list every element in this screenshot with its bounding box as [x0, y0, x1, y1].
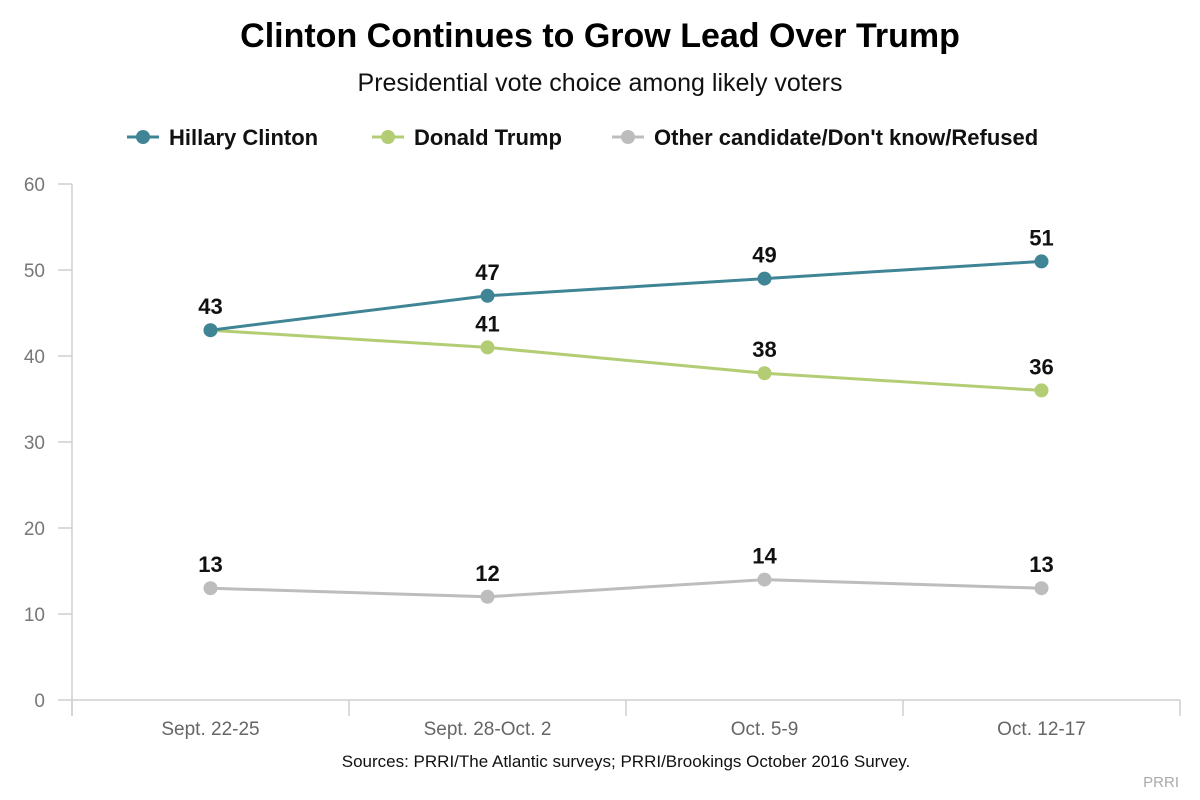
data-point: [1034, 254, 1049, 269]
legend-swatch-marker: [621, 130, 635, 144]
series-1: [203, 323, 1049, 398]
y-tick-label: 60: [24, 175, 45, 196]
data-label: 13: [198, 552, 222, 577]
legend-label: Hillary Clinton: [169, 125, 318, 150]
data-label: 12: [475, 561, 499, 586]
data-point: [203, 323, 218, 338]
y-tick-label: 20: [24, 519, 45, 540]
data-point: [757, 366, 772, 381]
series-layer: [203, 254, 1049, 604]
chart-subtitle: Presidential vote choice among likely vo…: [358, 69, 843, 97]
x-tick-label: Sept. 28-Oct. 2: [424, 719, 552, 740]
legend-swatch-marker: [136, 130, 150, 144]
data-label: 38: [752, 337, 776, 362]
legend-item: Other candidate/Don't know/Refused: [612, 125, 1038, 150]
y-tick-label: 50: [24, 261, 45, 282]
data-label: 41: [475, 311, 499, 336]
series-0: [203, 254, 1049, 338]
data-label: 51: [1029, 225, 1053, 250]
legend-swatch-marker: [381, 130, 395, 144]
data-label: 49: [752, 243, 776, 268]
x-tick-label: Oct. 5-9: [731, 719, 799, 740]
series-line: [210, 259, 1042, 332]
y-tick-label: 0: [34, 691, 45, 712]
y-tick-label: 10: [24, 605, 45, 626]
source-note: Sources: PRRI/The Atlantic surveys; PRRI…: [342, 752, 910, 771]
data-point: [480, 288, 495, 303]
data-point: [1034, 383, 1049, 398]
series-line: [210, 328, 1042, 392]
legend-label: Other candidate/Don't know/Refused: [654, 125, 1038, 150]
data-labels: 13 12 14 13 41 38 36 43 47 49 51: [198, 225, 1053, 585]
series-line: [210, 578, 1042, 599]
x-tick-label: Sept. 22-25: [161, 719, 259, 740]
data-point: [480, 340, 495, 355]
legend-item: Hillary Clinton: [127, 125, 318, 150]
data-point: [203, 581, 218, 596]
brand-watermark: PRRI: [1143, 774, 1179, 791]
data-label: 14: [752, 544, 777, 569]
legend: Hillary Clinton Donald Trump Other candida…: [127, 125, 1038, 150]
legend-label: Donald Trump: [414, 125, 562, 150]
y-tick-label: 30: [24, 433, 45, 454]
data-point: [480, 589, 495, 604]
data-label: 47: [475, 260, 499, 285]
legend-item: Donald Trump: [372, 125, 562, 150]
chart-title: Clinton Continues to Grow Lead Over Trum…: [240, 17, 960, 55]
y-tick-label: 40: [24, 347, 45, 368]
data-point: [1034, 581, 1049, 596]
data-point: [757, 572, 772, 587]
data-label: 13: [1029, 552, 1053, 577]
x-tick-label: Oct. 12-17: [997, 719, 1086, 740]
axes: 0 10 20 30 40 50 60 Sept. 22-25 Sept. 28-Oct. 2 O…: [24, 175, 1181, 740]
data-label: 36: [1029, 354, 1053, 379]
data-label: 43: [198, 294, 222, 319]
data-point: [757, 271, 772, 286]
series-2: [203, 572, 1049, 604]
